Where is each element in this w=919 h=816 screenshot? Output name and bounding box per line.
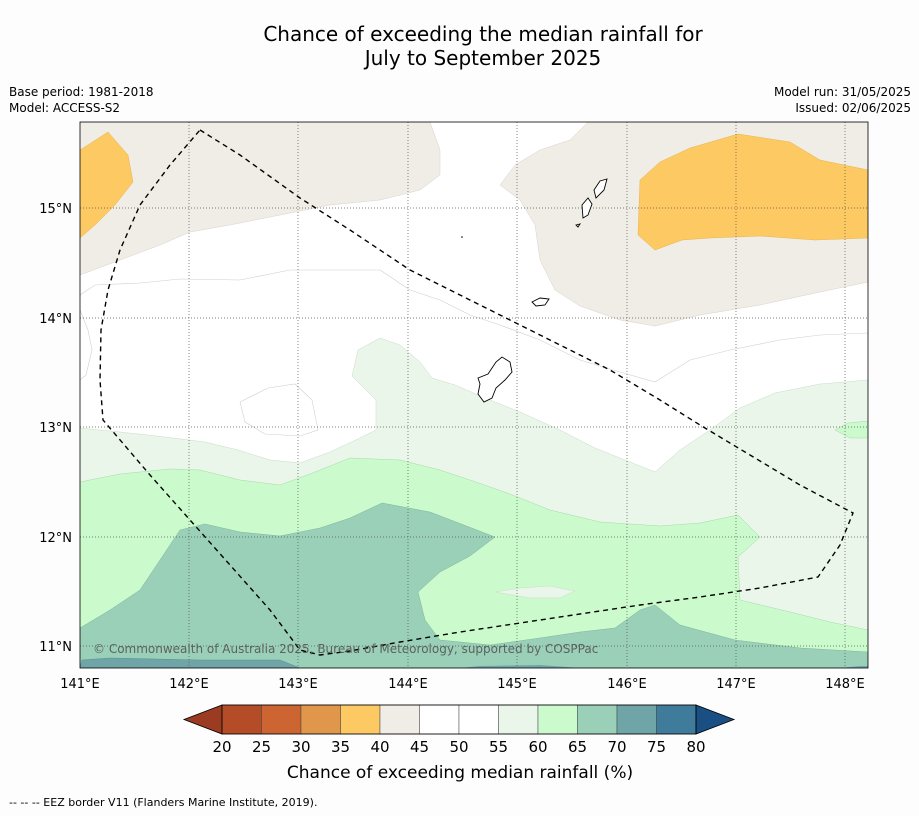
island-guam <box>477 356 513 403</box>
model-name: Model: ACCESS-S2 <box>9 101 121 115</box>
island-saipan <box>593 178 608 199</box>
colorbar-tick-label: 20 <box>212 738 231 756</box>
lat-label: 15°N <box>39 202 72 217</box>
colorbar-swatch <box>379 704 420 735</box>
model-run: Model run: 31/05/2025 <box>773 85 911 99</box>
colorbar-tick-label: 25 <box>252 738 271 756</box>
meta-left: Base period: 1981-2018 Model: ACCESS-S2 <box>9 84 154 116</box>
contour-55-60-patch <box>494 585 576 599</box>
contour-70-75-c <box>840 666 868 668</box>
lon-label: 144°E <box>388 677 428 692</box>
colorbar-tick-label: 35 <box>331 738 350 756</box>
contour-line-50b <box>239 383 319 437</box>
gridlines <box>80 122 868 668</box>
colorbar-swatch <box>261 704 302 735</box>
meta-right: Model run: 31/05/2025 Issued: 02/06/2025 <box>774 84 911 116</box>
lon-axis: 141°E 142°E 143°E 144°E 145°E 146°E 147°… <box>60 677 865 692</box>
contour-40-45-north <box>80 122 441 276</box>
lon-label: 147°E <box>716 677 756 692</box>
colorbar-swatch <box>419 704 460 735</box>
chart-title: Chance of exceeding the median rainfall … <box>0 22 919 70</box>
contour-35-40-east <box>637 133 868 251</box>
eez-border <box>99 129 854 656</box>
colorbar-swatch <box>537 704 578 735</box>
lat-label: 14°N <box>39 312 72 327</box>
lat-axis: 15°N 14°N 13°N 12°N 11°N <box>39 202 72 655</box>
colorbar-over-arrow <box>695 704 736 735</box>
colorbar-tick-label: 70 <box>607 738 626 756</box>
colorbar-swatch <box>221 704 262 735</box>
colorbar-swatch <box>577 704 618 735</box>
colorbar-swatch <box>340 704 381 735</box>
contour-70-75 <box>80 657 301 668</box>
base-period: Base period: 1981-2018 <box>9 85 154 99</box>
issued-date: Issued: 02/06/2025 <box>795 101 911 115</box>
colorbar-tick-label: 30 <box>291 738 310 756</box>
colorbar-under-arrow <box>182 704 223 735</box>
colorbar-tick-label: 60 <box>528 738 547 756</box>
lon-label: 148°E <box>825 677 865 692</box>
lon-label: 141°E <box>60 677 100 692</box>
islands <box>461 178 608 403</box>
colorbar-swatch <box>656 704 697 735</box>
colorbar-swatch <box>616 704 657 735</box>
lon-label: 142°E <box>169 677 209 692</box>
colorbar-swatch <box>300 704 341 735</box>
colorbar-tick-label: 45 <box>410 738 429 756</box>
colorbar-tick-label: 80 <box>686 738 705 756</box>
colorbar-swatch <box>498 704 539 735</box>
island-rota <box>531 297 550 307</box>
colorbar-tick-label: 50 <box>449 738 468 756</box>
island-tinian <box>581 197 593 219</box>
lon-label: 146°E <box>607 677 647 692</box>
colorbar-frame <box>221 704 697 735</box>
lon-label: 145°E <box>497 677 537 692</box>
island-aguijan <box>575 223 582 228</box>
contour-70-75-b <box>460 665 580 668</box>
lat-label: 13°N <box>39 421 72 436</box>
colorbar-tick-label: 55 <box>489 738 508 756</box>
colorbar-tick-label: 40 <box>370 738 389 756</box>
title-line-1: Chance of exceeding the median rainfall … <box>263 22 703 46</box>
colorbar-tick-label: 75 <box>647 738 666 756</box>
title-line-2: July to September 2025 <box>364 46 602 70</box>
copyright-text: © Commonwealth of Australia 2025, Bureau… <box>93 642 598 656</box>
contour-60-65-east-spot <box>834 420 868 439</box>
colorbar-tick-label: 65 <box>568 738 587 756</box>
lat-label: 12°N <box>39 531 72 546</box>
colorbar: 20 25 30 35 40 45 50 55 60 65 70 75 80 <box>182 704 736 756</box>
contour-65-70 <box>80 502 868 668</box>
contour-line-50 <box>80 309 93 381</box>
eez-legend-text: -- -- -- EEZ border V11 (Flanders Marine… <box>9 796 318 809</box>
contour-35-40-west <box>80 131 134 239</box>
map-frame <box>79 121 869 669</box>
contour-line-45 <box>80 269 868 383</box>
rainfall-map <box>80 122 868 668</box>
lat-label: 11°N <box>39 640 72 655</box>
lon-label: 143°E <box>278 677 318 692</box>
colorbar-swatch <box>458 704 499 735</box>
colorbar-label: Chance of exceeding median rainfall (%) <box>287 763 633 783</box>
